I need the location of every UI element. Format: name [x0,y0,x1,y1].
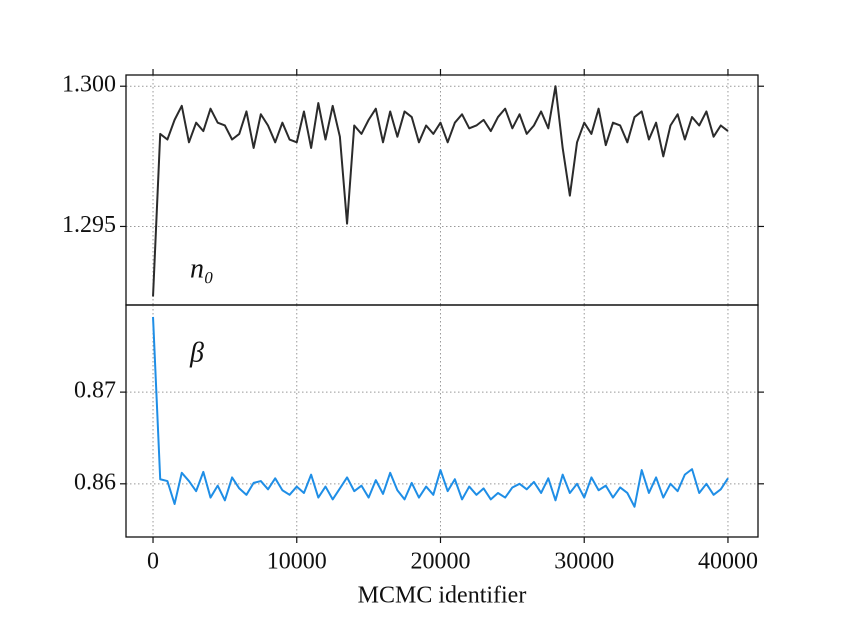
panel-frame [125,304,759,538]
x-tick-label: 10000 [267,549,327,575]
y-tick-label: 0.87 [74,378,116,404]
panel-frame [125,74,759,306]
x-axis-label: MCMC identifier [358,583,527,609]
panel-annotation: β [189,337,204,368]
data-line [152,316,729,508]
y-tick-label: 1.295 [62,212,116,238]
y-tick-label: 0.86 [74,469,116,495]
panel-annotation: n₀ [190,253,214,284]
data-line [152,85,729,297]
x-tick-label: 20000 [410,549,470,575]
x-tick-label: 0 [147,549,159,575]
x-tick-label: 30000 [554,549,614,575]
x-tick-label: 40000 [698,549,758,575]
y-tick-label: 1.300 [62,72,116,98]
